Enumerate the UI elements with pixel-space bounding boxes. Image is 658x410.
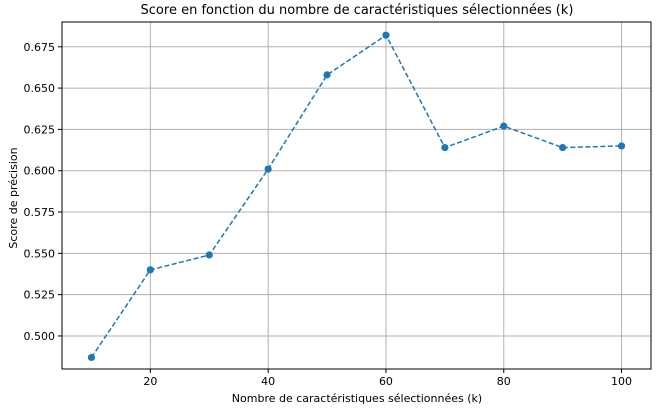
y-tick-label: 0.675 (24, 41, 56, 54)
data-point (441, 143, 449, 152)
data-point (617, 142, 626, 150)
y-axis-label: Score de précision (7, 147, 20, 248)
y-tick-label: 0.500 (24, 330, 56, 343)
series-line (90, 34, 622, 358)
x-tick-label: 60 (379, 375, 393, 388)
data-point (87, 353, 96, 362)
y-tick-label: 0.600 (24, 165, 56, 178)
data-point (382, 31, 390, 39)
data-point (500, 122, 508, 130)
x-tick-label: 40 (261, 375, 275, 388)
x-tick-label: 20 (143, 375, 157, 388)
x-axis: 20 40 60 80 100 (143, 369, 632, 388)
x-tick-label: 80 (497, 375, 511, 388)
data-point (323, 71, 331, 79)
data-point (205, 251, 213, 259)
y-tick-label: 0.575 (24, 206, 56, 219)
data-point (559, 143, 567, 152)
series-points (87, 31, 626, 362)
y-tick-label: 0.525 (24, 289, 56, 302)
plot-area (61, 21, 652, 370)
chart-title: Score en fonction du nombre de caractéri… (141, 3, 574, 18)
y-tick-label: 0.625 (24, 123, 56, 136)
grid (62, 22, 651, 369)
x-tick-label: 100 (611, 375, 632, 388)
y-tick-label: 0.650 (24, 82, 56, 95)
y-axis: 0.500 0.525 0.550 0.575 0.600 0.625 0.650 0.675 (24, 41, 62, 343)
data-point (264, 165, 272, 173)
data-point (146, 266, 154, 274)
y-tick-label: 0.550 (24, 247, 56, 260)
x-axis-label: Nombre de caractéristiques sélectionnées… (232, 392, 482, 405)
